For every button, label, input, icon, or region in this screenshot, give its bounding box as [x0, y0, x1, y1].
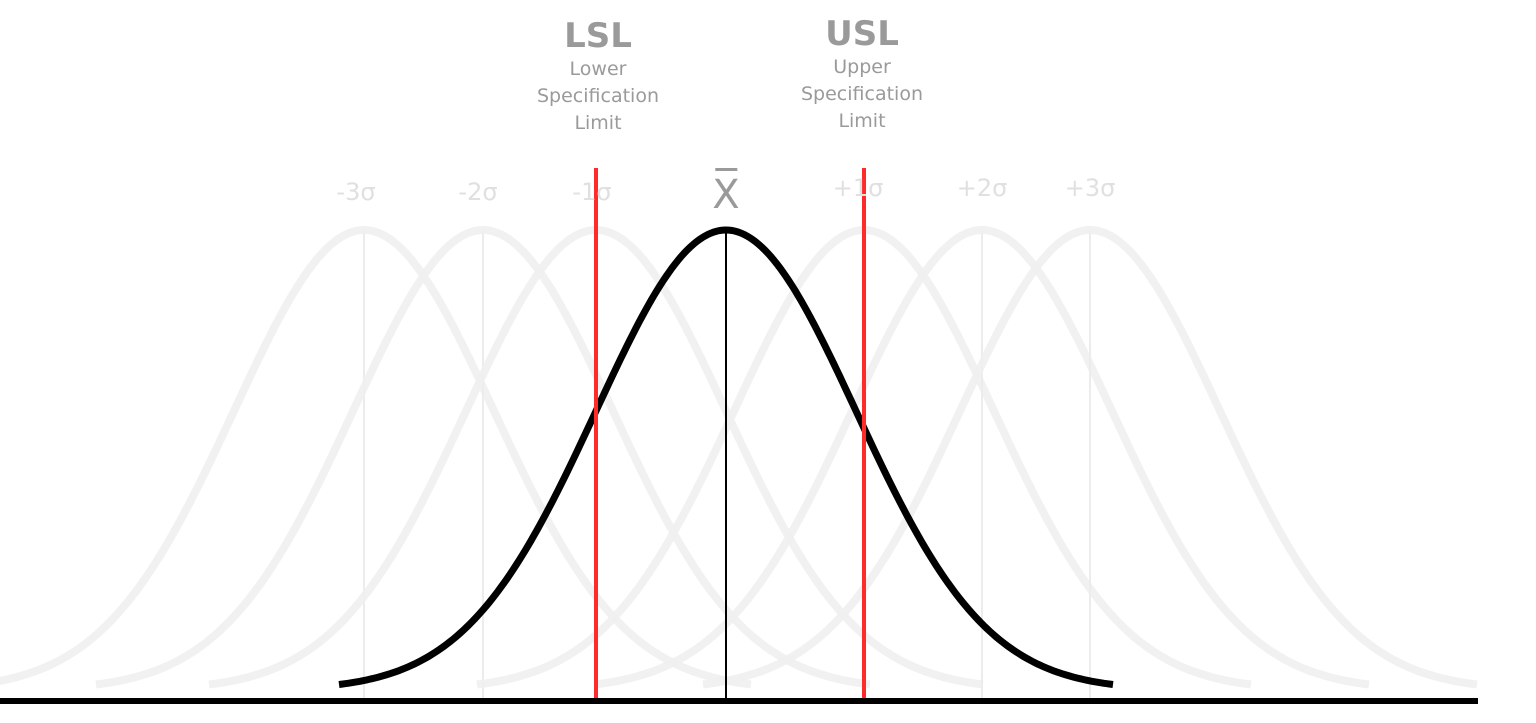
lsl-line3: Limit — [574, 112, 622, 134]
usl-line2: Specification — [801, 83, 923, 105]
shifted-distribution-curve — [594, 225, 1370, 689]
usl-abbr: USL — [825, 14, 899, 54]
usl-line1: Upper — [833, 56, 891, 78]
sigma-label-plus-2: +2σ — [956, 174, 1008, 202]
lsl-line1: Lower — [569, 58, 627, 80]
shifted-distribution-curve — [702, 225, 1478, 689]
shifted-distribution-curve — [0, 225, 752, 689]
lsl-abbr: LSL — [564, 16, 632, 56]
sigma-label-minus-2: -2σ — [458, 178, 498, 206]
shifted-distribution-curve — [95, 225, 871, 689]
usl-label: USL Upper Specification Limit — [801, 14, 923, 135]
mean-symbol: X — [712, 168, 740, 218]
sigma-label-plus-1: +1σ — [832, 174, 884, 202]
sigma-label-minus-3: -3σ — [336, 178, 376, 206]
sigma-label-minus-1: -1σ — [572, 178, 612, 206]
sigma-label-plus-3: +3σ — [1064, 174, 1116, 202]
mean-symbol-text: X — [712, 172, 740, 218]
lsl-line2: Specification — [537, 85, 659, 107]
lsl-label: LSL Lower Specification Limit — [537, 16, 659, 137]
usl-line3: Limit — [838, 110, 886, 132]
